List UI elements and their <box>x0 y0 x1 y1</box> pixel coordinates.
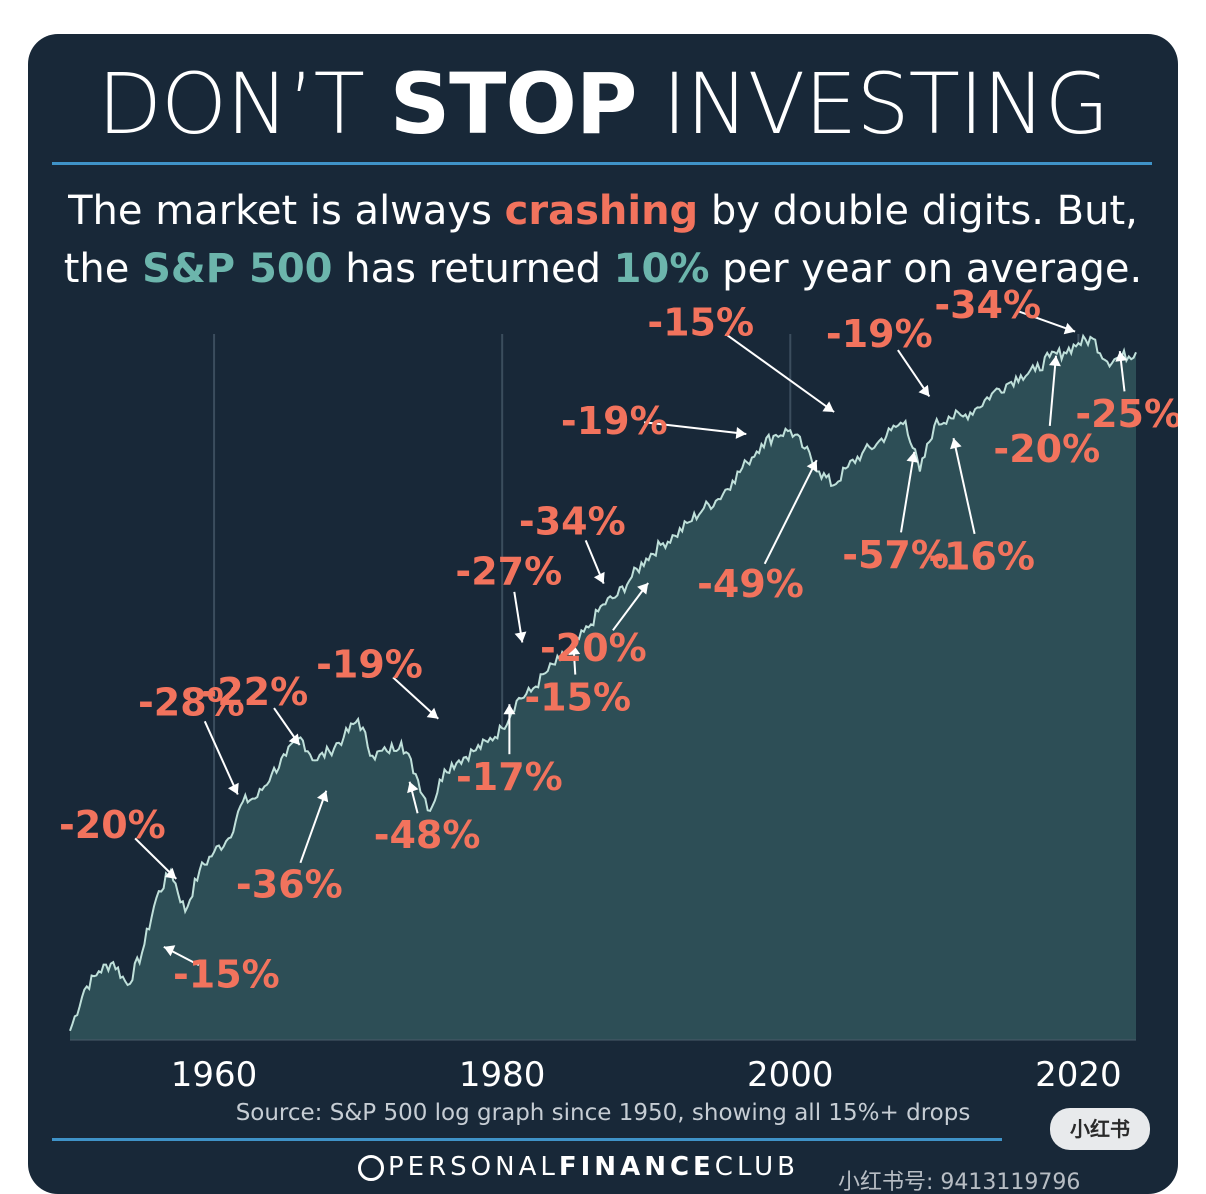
drop-arrow-head <box>426 707 439 719</box>
title-part-1: DON’T <box>97 55 390 153</box>
infographic-card: DON’T STOP INVESTING The market is alway… <box>28 34 1178 1194</box>
drop-label: -57% <box>842 533 949 577</box>
drop-label: -20% <box>993 427 1100 471</box>
drop-arrow-head <box>503 704 516 715</box>
drop-arrow-head <box>163 945 176 957</box>
drop-arrow <box>203 720 239 795</box>
drop-label: -16% <box>928 534 1035 578</box>
subtitle-text: has returned <box>332 246 614 292</box>
brand-text-finance: FINANCE <box>558 1152 715 1182</box>
brand-text-personal: PERSONAL <box>388 1152 559 1182</box>
subtitle-highlight-crashing: crashing <box>504 188 699 234</box>
subtitle-line-2: the S&P 500 has returned 10% per year on… <box>28 240 1178 298</box>
subtitle-text: The market is always <box>68 188 505 234</box>
drop-arrow <box>299 790 328 864</box>
top-divider <box>52 162 1152 165</box>
drop-arrow-head <box>950 438 962 450</box>
drop-arrow-head <box>806 460 818 472</box>
title-part-2: INVESTING <box>636 55 1110 153</box>
drop-arrow <box>643 421 747 435</box>
drop-arrow-head <box>918 384 930 397</box>
drop-label: -15% <box>647 301 754 345</box>
drop-label: -28% <box>138 681 245 725</box>
drop-arrow-head <box>568 644 581 655</box>
sp500-chart: 1960 1980 2000 2020 -15% -20% -28%-22% -36% -48%… <box>59 283 1178 1095</box>
subtitle-text: per year on average. <box>709 246 1143 292</box>
watermark: 小红书号: 9413119796 <box>838 1170 1081 1194</box>
drop-label: -17% <box>456 755 563 799</box>
drop-arrow <box>724 333 835 413</box>
drop-arrow-head <box>906 451 919 463</box>
drop-label: -15% <box>524 676 631 720</box>
drop-arrow-head <box>637 583 649 595</box>
drop-arrow-head <box>407 781 419 794</box>
x-tick-label-1980: 1980 <box>459 1055 546 1095</box>
drop-arrow-head <box>317 790 329 803</box>
drop-label: -34% <box>519 500 626 544</box>
drop-label: -19% <box>561 399 668 443</box>
bottom-divider <box>52 1138 1002 1141</box>
brand-logo: PERSONALFINANCECLUB <box>358 1152 799 1182</box>
drop-arrow-head <box>1049 355 1061 367</box>
drop-arrow-head <box>1115 351 1128 362</box>
drop-arrow <box>763 459 818 565</box>
subtitle: The market is always crashing by double … <box>28 182 1178 298</box>
drop-label: -49% <box>697 562 804 606</box>
drop-label: -19% <box>316 643 423 687</box>
drop-arrow-head <box>228 782 239 795</box>
page-title: DON’T STOP INVESTING <box>28 54 1178 154</box>
drop-arrow-head <box>593 571 605 584</box>
drop-label: -22% <box>201 670 308 714</box>
drop-arrow <box>392 676 439 720</box>
drop-arrow-head <box>735 427 747 439</box>
subtitle-text: the <box>63 246 143 292</box>
drop-arrow-head <box>822 401 835 412</box>
drop-label: -48% <box>374 813 481 857</box>
xiaohongshu-badge: 小红书 <box>1050 1108 1150 1150</box>
subtitle-line-1: The market is always crashing by double … <box>28 182 1178 240</box>
drop-label: -27% <box>455 549 562 593</box>
x-tick-label-2020: 2020 <box>1035 1055 1122 1095</box>
drop-label: -20% <box>540 626 647 670</box>
drop-label: -15% <box>173 953 280 997</box>
drop-label: -19% <box>826 312 933 356</box>
source-note: Source: S&P 500 log graph since 1950, sh… <box>235 1100 971 1126</box>
brand-text-club: CLUB <box>714 1152 800 1182</box>
drop-arrow-head <box>1063 322 1076 335</box>
drop-arrow <box>1048 355 1057 426</box>
drop-arrow <box>952 437 976 535</box>
x-tick-label-1960: 1960 <box>171 1055 258 1095</box>
brand-icon <box>358 1154 384 1181</box>
drop-arrow-head <box>514 631 527 643</box>
drop-label: -36% <box>236 862 343 906</box>
title-bold-word: STOP <box>389 55 638 153</box>
subtitle-text: by double digits. But, <box>698 188 1138 234</box>
sp500-line <box>69 333 1137 1032</box>
drop-label: -34% <box>934 283 1041 327</box>
x-tick-label-2000: 2000 <box>747 1055 834 1095</box>
drop-arrow-head <box>164 867 177 879</box>
drop-label: -25% <box>1075 392 1178 436</box>
subtitle-highlight-sp500: S&P 500 <box>142 246 333 292</box>
drop-arrow-head <box>288 733 300 745</box>
drop-label: -20% <box>59 803 166 847</box>
drop-arrow <box>1015 309 1076 333</box>
drop-arrow <box>900 451 916 533</box>
subtitle-highlight-return: 10% <box>613 246 710 292</box>
sp500-area <box>70 335 1136 1040</box>
